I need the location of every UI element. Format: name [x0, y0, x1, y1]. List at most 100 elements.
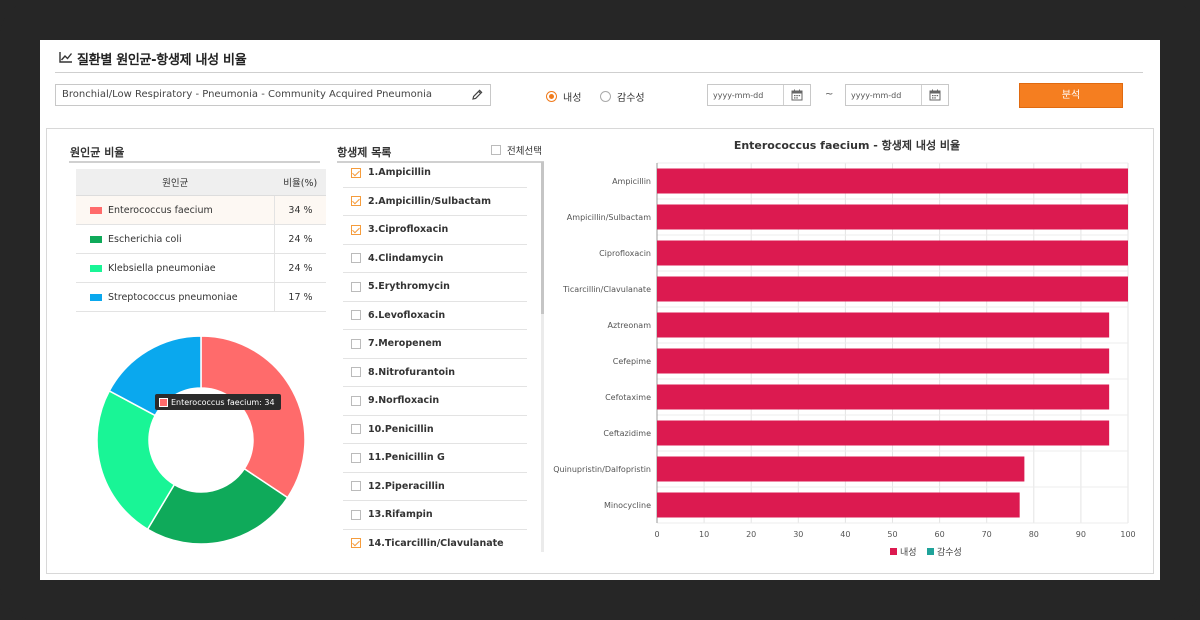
antibiotic-section-title: 항생제 목록	[337, 146, 392, 159]
x-tick-label: 0	[654, 530, 659, 539]
antibiotic-item[interactable]: 12.Piperacillin	[343, 473, 527, 501]
y-tick-label: Ticarcillin/Clavulanate	[562, 285, 651, 294]
column-header-pathogen: 원인균	[76, 169, 275, 196]
antibiotic-item[interactable]: 5.Erythromycin	[343, 273, 527, 302]
antibiotic-label: 10.Penicillin	[368, 423, 434, 435]
legend-label: 감수성	[937, 546, 962, 558]
x-tick-label: 90	[1076, 530, 1086, 539]
date-from-placeholder: yyyy-mm-dd	[713, 91, 764, 100]
y-tick-label: Ampicillin/Sulbactam	[567, 213, 651, 222]
list-scrollbar[interactable]	[541, 162, 544, 552]
antibiotic-label: 8.Nitrofurantoin	[368, 366, 456, 378]
pathogen-row[interactable]: Escherichia coli 24 %	[76, 224, 326, 254]
checkbox[interactable]	[351, 424, 361, 435]
date-to-placeholder: yyyy-mm-dd	[851, 91, 902, 100]
radio-susceptible-label: 감수성	[617, 92, 645, 104]
pathogen-row[interactable]: Klebsiella pneumoniae 24 %	[76, 253, 326, 283]
date-from-field[interactable]: yyyy-mm-dd	[707, 84, 811, 106]
select-all-checkbox[interactable]	[491, 145, 501, 155]
radio-dot[interactable]	[600, 90, 611, 102]
page-header: 질환별 원인균-항생제 내성 비율	[55, 40, 1143, 73]
antibiotic-item[interactable]: 11.Penicillin G	[343, 444, 527, 473]
donut-slice[interactable]	[96, 389, 176, 531]
antibiotic-label: 14.Ticarcillin/Clavulanate	[368, 537, 504, 549]
resistance-bar[interactable]	[657, 420, 1110, 446]
pathogen-ratio-cell: 17 %	[274, 282, 326, 312]
section-divider	[337, 161, 544, 163]
y-tick-label: Minocycline	[604, 501, 651, 510]
pencil-icon[interactable]	[470, 88, 484, 102]
antibiotic-item[interactable]: 7.Meropenem	[343, 330, 527, 359]
antibiotic-item[interactable]: 4.Clindamycin	[343, 245, 527, 273]
checkbox-checked[interactable]	[351, 538, 361, 549]
pathogen-row[interactable]: Enterococcus faecium 34 %	[76, 195, 326, 225]
pathogen-donut-chart[interactable]	[96, 335, 306, 545]
legend-swatch	[90, 235, 102, 243]
antibiotic-label: 4.Clindamycin	[368, 252, 444, 264]
legend-swatch	[90, 206, 102, 214]
select-all-toggle[interactable]: 전체선택	[491, 143, 542, 157]
antibiotic-item[interactable]: 10.Penicillin	[343, 416, 527, 444]
checkbox[interactable]	[351, 310, 361, 321]
antibiotic-item[interactable]: 14.Ticarcillin/Clavulanate	[343, 530, 527, 556]
resistance-bar[interactable]	[657, 276, 1128, 302]
pathogen-table: 원인균 비율(%) Enterococcus faecium 34 % Escher…	[76, 169, 326, 312]
resistance-bar[interactable]	[657, 348, 1110, 374]
checkbox[interactable]	[351, 481, 361, 492]
pathogen-ratio-cell: 34 %	[274, 195, 326, 225]
antibiotic-label: 11.Penicillin G	[368, 452, 445, 464]
calendar-icon[interactable]	[783, 85, 810, 105]
antibiotic-item[interactable]: 2.Ampicillin/Sulbactam	[343, 188, 527, 216]
checkbox-checked[interactable]	[351, 196, 361, 207]
legend-swatch	[90, 264, 102, 272]
checkbox[interactable]	[351, 509, 361, 520]
resistance-bar[interactable]	[657, 384, 1110, 410]
donut-slice[interactable]	[146, 467, 289, 545]
resistance-bar[interactable]	[657, 312, 1110, 338]
radio-susceptible[interactable]: 감수성	[600, 89, 645, 104]
resistance-bar[interactable]	[657, 456, 1025, 482]
checkbox-checked[interactable]	[351, 167, 361, 178]
antibiotic-item[interactable]: 9.Norfloxacin	[343, 387, 527, 416]
checkbox-checked[interactable]	[351, 224, 361, 235]
pathogen-name: Enterococcus faecium	[108, 204, 213, 216]
radio-dot-selected[interactable]	[546, 90, 557, 102]
resistance-bar[interactable]	[657, 168, 1128, 194]
checkbox[interactable]	[351, 452, 361, 463]
antibiotic-item[interactable]: 6.Levofloxacin	[343, 302, 527, 330]
x-tick-label: 80	[1029, 530, 1039, 539]
pathogen-name-cell: Klebsiella pneumoniae	[76, 253, 275, 283]
antibiotic-label: 6.Levofloxacin	[368, 309, 446, 321]
chart-title: Enterococcus faecium - 항생제 내성 비율	[733, 139, 961, 152]
antibiotic-label: 13.Rifampin	[368, 509, 433, 521]
x-tick-label: 50	[887, 530, 897, 539]
antibiotic-label: 3.Ciprofloxacin	[368, 224, 449, 236]
x-tick-label: 40	[840, 530, 850, 539]
donut-slice[interactable]	[200, 335, 306, 499]
antibiotic-label: 7.Meropenem	[368, 338, 442, 350]
resistance-bar[interactable]	[657, 240, 1128, 266]
pathogen-name-cell: Enterococcus faecium	[76, 195, 275, 225]
antibiotic-item[interactable]: 1.Ampicillin	[343, 159, 527, 188]
radio-resistant-label: 내성	[563, 92, 582, 104]
radio-resistant[interactable]: 내성	[546, 89, 582, 104]
pathogen-row[interactable]: Streptococcus pneumoniae 17 %	[76, 282, 326, 312]
resistance-bar[interactable]	[657, 492, 1020, 518]
checkbox[interactable]	[351, 395, 361, 406]
date-to-field[interactable]: yyyy-mm-dd	[845, 84, 949, 106]
resistance-bar[interactable]	[657, 204, 1128, 230]
antibiotic-item[interactable]: 3.Ciprofloxacin	[343, 216, 527, 245]
checkbox[interactable]	[351, 338, 361, 349]
x-tick-label: 10	[699, 530, 709, 539]
analyze-button[interactable]: 분석	[1019, 83, 1123, 108]
checkbox[interactable]	[351, 253, 361, 264]
antibiotic-item[interactable]: 8.Nitrofurantoin	[343, 359, 527, 387]
calendar-icon[interactable]	[921, 85, 948, 105]
antibiotic-item[interactable]: 13.Rifampin	[343, 501, 527, 530]
scrollbar-thumb[interactable]	[541, 162, 544, 314]
checkbox[interactable]	[351, 281, 361, 292]
disease-path-field[interactable]: Bronchial/Low Respiratory - Pneumonia - …	[55, 84, 491, 106]
antibiotic-label: 5.Erythromycin	[368, 281, 450, 293]
checkbox[interactable]	[351, 367, 361, 378]
